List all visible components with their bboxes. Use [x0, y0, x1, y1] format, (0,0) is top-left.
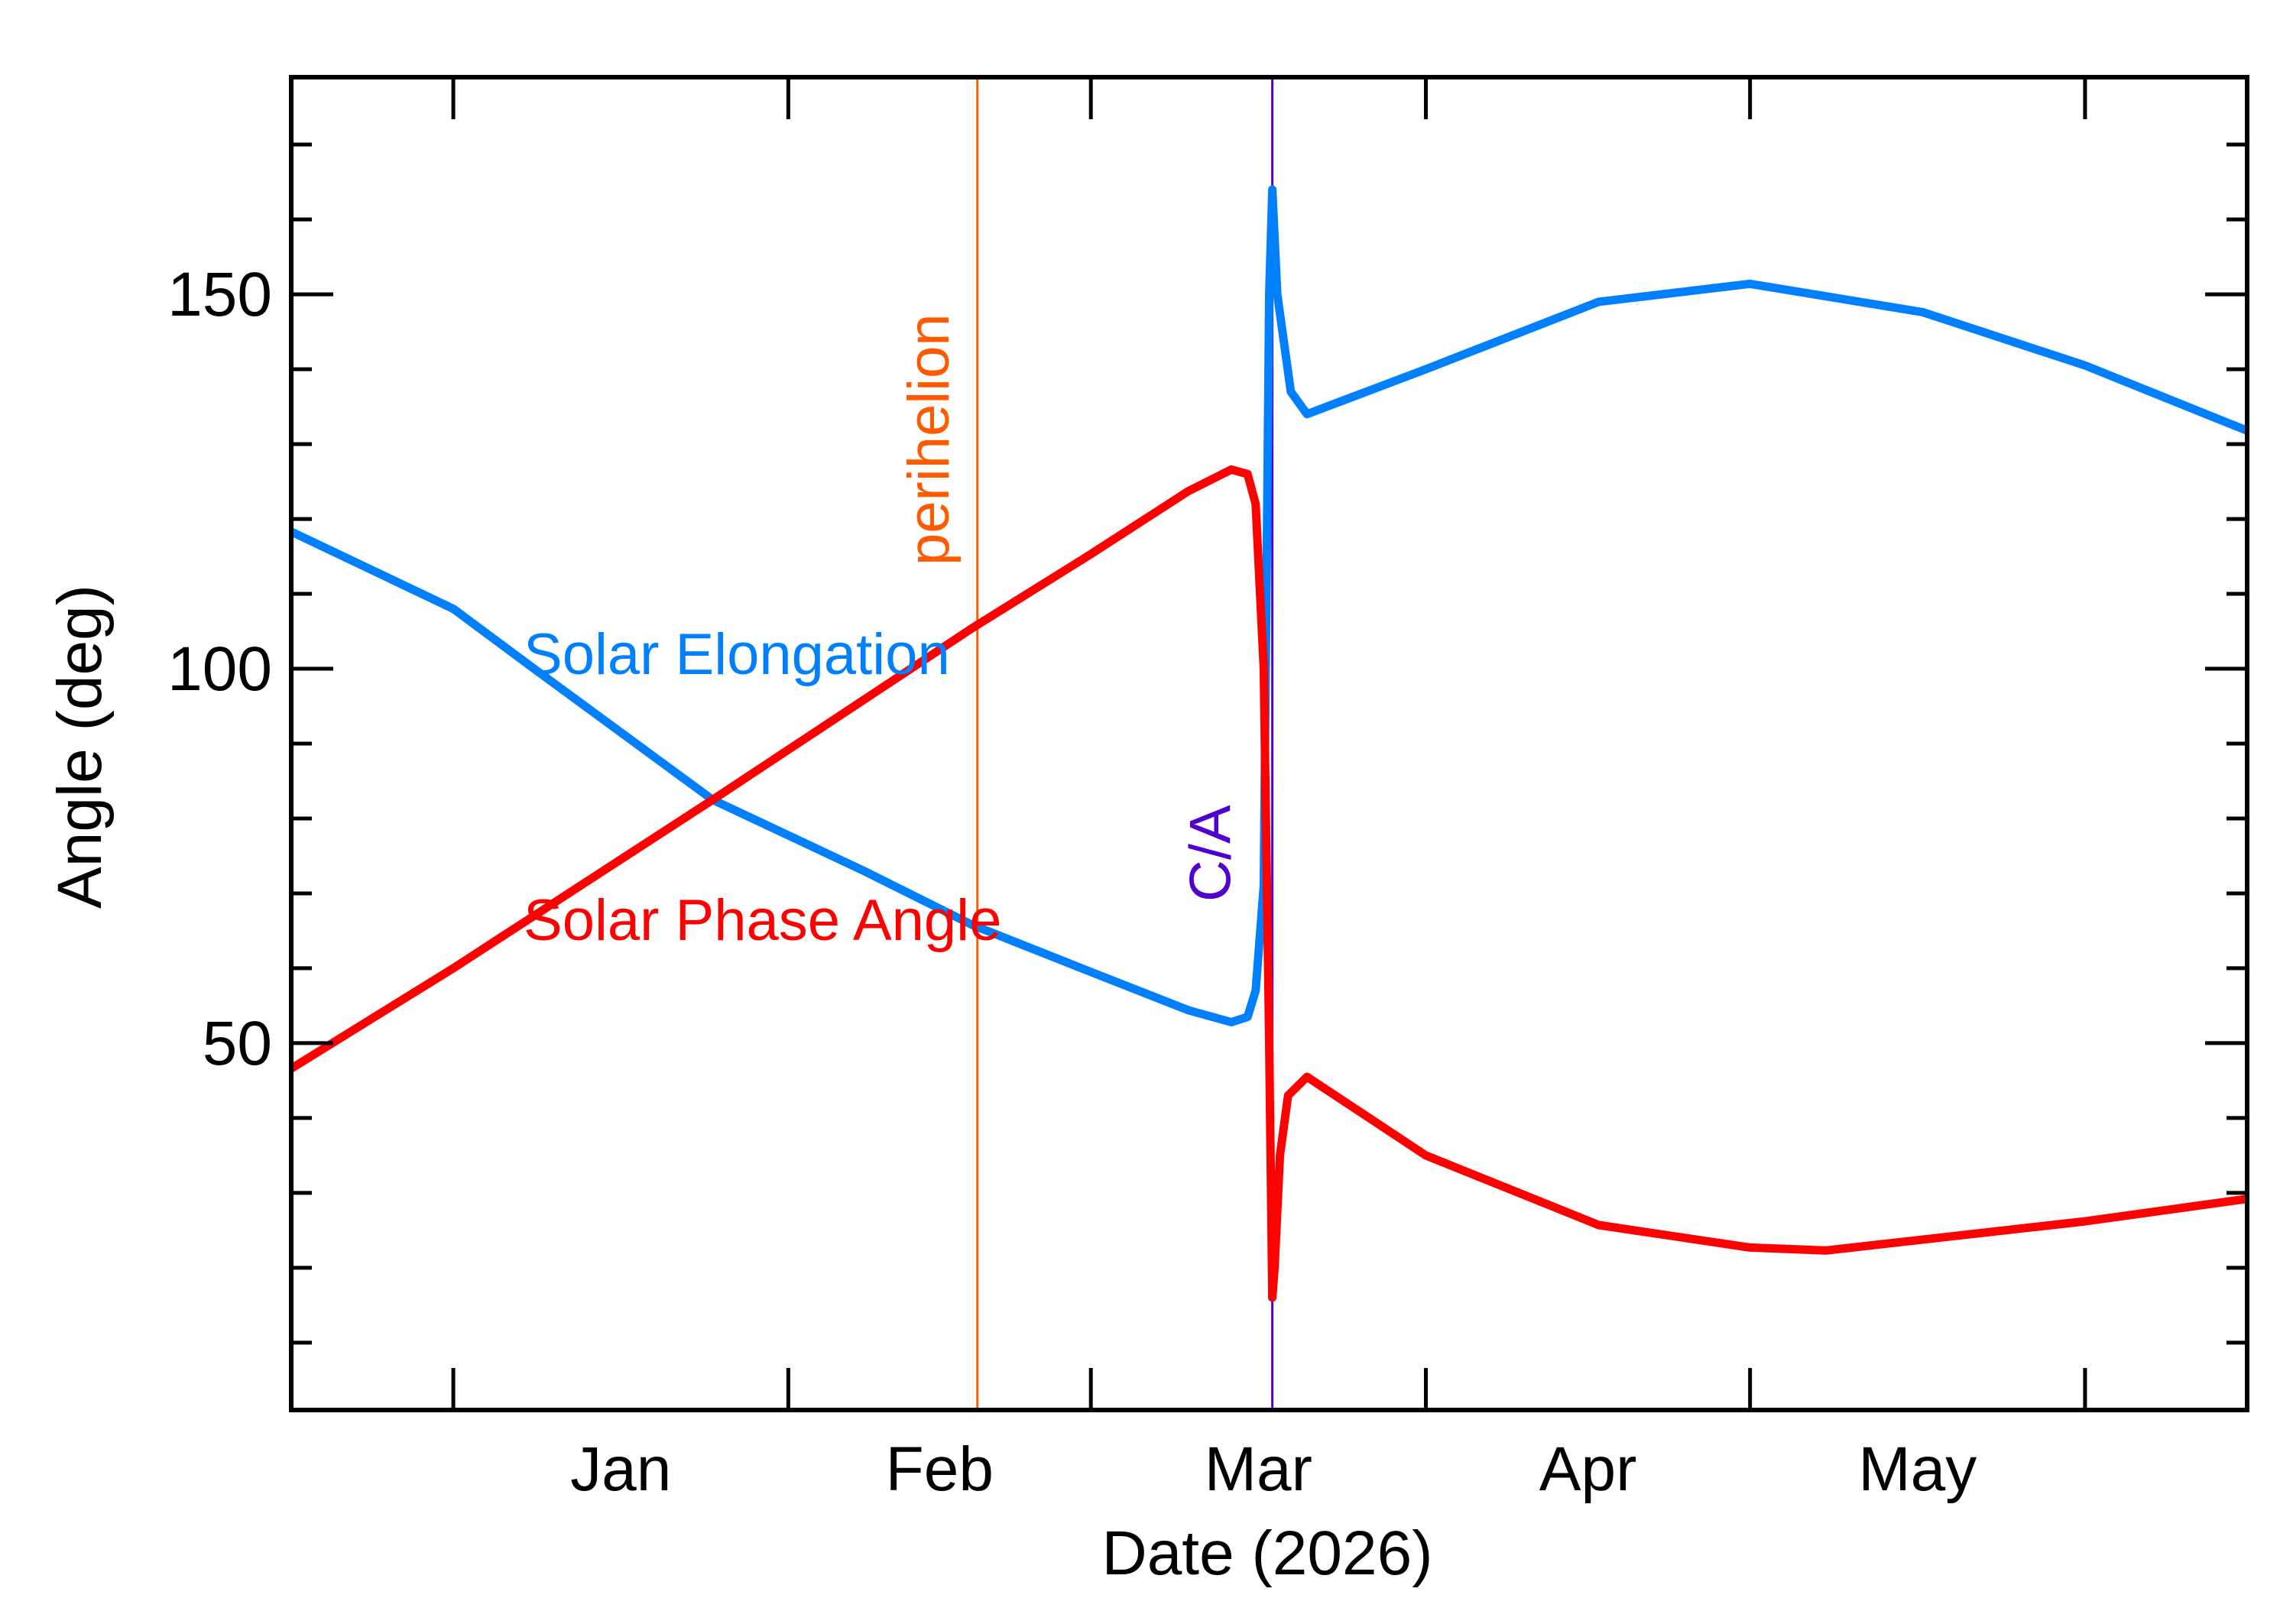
- y-tick-label: 50: [203, 1009, 272, 1078]
- x-axis-label: Date (2026): [1101, 1519, 1432, 1588]
- series-line-solar-phase-angle: [289, 465, 2248, 1302]
- x-tick-label: Apr: [1539, 1434, 1637, 1504]
- series-label-solar-phase-angle: Solar Phase Angle: [524, 888, 1001, 953]
- y-tick-label: 150: [167, 260, 272, 329]
- y-tick-label: 100: [167, 634, 272, 704]
- series-label-solar-elongation: Solar Elongation: [524, 622, 950, 687]
- y-axis-label: Angle (deg): [45, 585, 115, 909]
- event-markers: perihelion C/A: [897, 77, 1274, 1410]
- x-tick-label: Mar: [1205, 1434, 1312, 1504]
- axes: Jan Feb Mar Apr May 50 100 150: [167, 75, 2249, 1504]
- series-labels: Solar Elongation Solar Phase Angle: [524, 622, 1001, 953]
- series-lines: [289, 185, 2249, 1302]
- x-tick-label: Jan: [570, 1434, 671, 1504]
- x-tick-label: Feb: [886, 1434, 994, 1504]
- marker-label-perihelion: perihelion: [897, 313, 962, 566]
- x-tick-label: May: [1858, 1434, 1977, 1504]
- marker-label-ca: C/A: [1179, 805, 1244, 902]
